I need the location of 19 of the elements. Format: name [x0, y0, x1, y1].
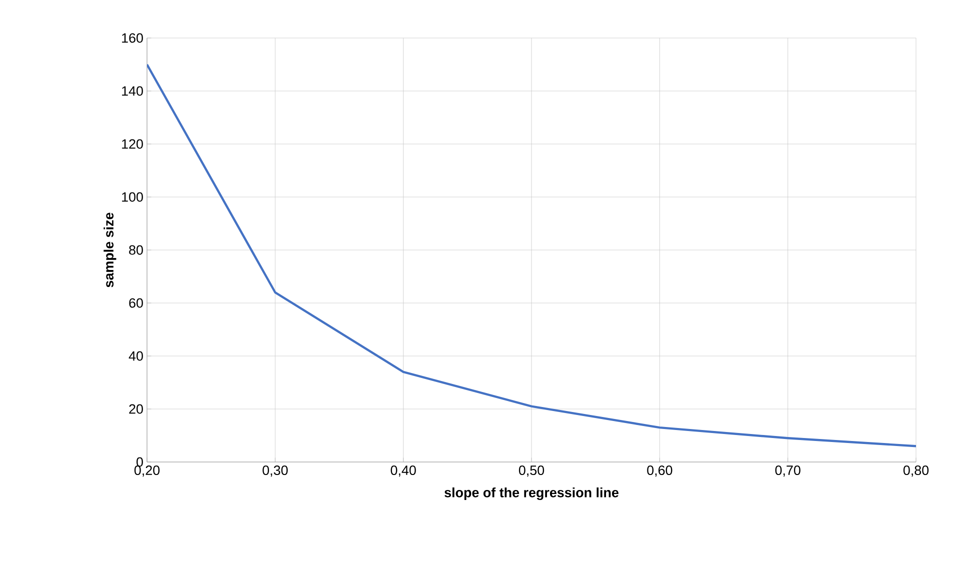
x-tick-label: 0,60: [647, 466, 672, 477]
x-tick-label: 0,80: [903, 466, 929, 477]
y-axis-title: sample size: [104, 212, 116, 288]
y-tick-label: 80: [129, 245, 143, 255]
x-tick-label: 0,50: [518, 466, 544, 477]
y-tick-label: 20: [129, 404, 143, 414]
y-tick-label: 60: [129, 298, 143, 308]
x-axis-title: slope of the regression line: [444, 487, 618, 500]
y-tick-label: 40: [128, 351, 143, 361]
y-tick-label: 140: [122, 86, 143, 96]
y-tick-label: 120: [122, 139, 143, 149]
x-tick-label: 0,40: [390, 466, 416, 477]
y-tick-label: 160: [122, 33, 143, 43]
y-tick-label: 100: [122, 192, 143, 202]
x-tick-label: 0,70: [775, 466, 800, 477]
y-tick-label: 0: [136, 457, 143, 467]
x-tick-label: 0,20: [134, 466, 160, 477]
x-tick-label: 0,30: [262, 466, 288, 477]
line-series: [147, 63, 916, 448]
